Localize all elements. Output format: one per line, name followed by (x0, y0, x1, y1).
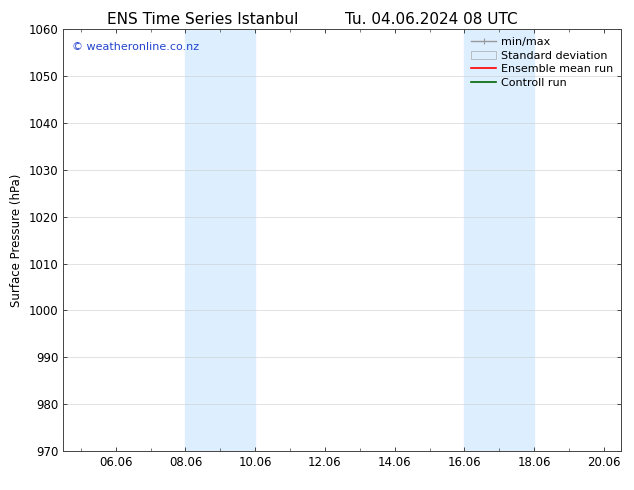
Legend: min/max, Standard deviation, Ensemble mean run, Controll run: min/max, Standard deviation, Ensemble me… (467, 33, 618, 92)
Bar (185, 29, 255, 451)
Text: © weatheronline.co.nz: © weatheronline.co.nz (72, 42, 199, 52)
Text: ENS Time Series Istanbul: ENS Time Series Istanbul (107, 12, 299, 27)
Bar (464, 29, 534, 451)
Y-axis label: Surface Pressure (hPa): Surface Pressure (hPa) (10, 173, 23, 307)
Text: Tu. 04.06.2024 08 UTC: Tu. 04.06.2024 08 UTC (345, 12, 517, 27)
